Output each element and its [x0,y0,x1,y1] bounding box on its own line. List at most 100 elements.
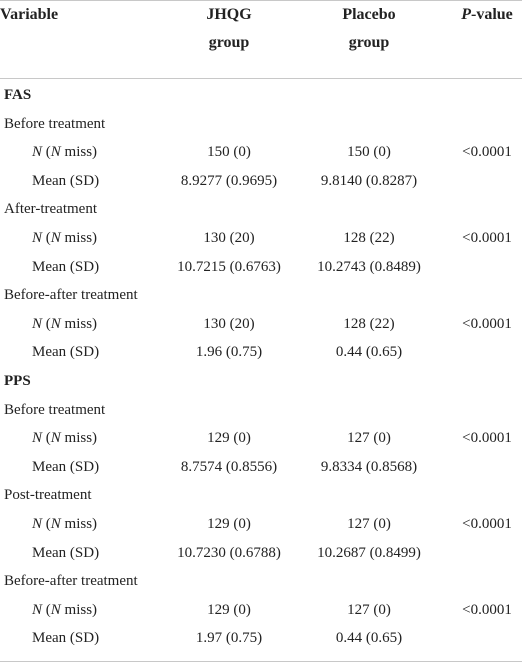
header-rule [0,78,522,79]
header-cell: group [209,34,250,52]
data-cell: 128 (22) [343,315,395,332]
data-cell: 130 (20) [203,315,255,332]
data-cell: 8.7574 (0.8556) [180,458,278,475]
text-run: Before-after treatment [4,573,138,590]
text-run: miss) [60,315,98,332]
text-run: Mean (SD) [32,258,100,275]
group-label: Before-after treatment [4,572,138,590]
text-run: miss) [60,430,98,447]
data-cell: 130 (20) [203,230,255,246]
text-run: After-treatment [4,201,97,218]
text-run: Variable [0,6,59,23]
data-cell: <0.0001 [462,516,512,532]
section-label: FAS [4,86,31,104]
data-label: Mean (SD) [32,629,99,647]
header-cell: JHQG [206,6,251,24]
data-cell: 9.8140 (0.8287) [320,172,418,189]
text-run: Mean (SD) [32,172,100,189]
header-cell: Variable [0,6,58,24]
data-label: Mean (SD) [32,544,99,562]
text-run: ( [42,601,51,618]
text-run: Mean (SD) [32,344,100,361]
data-label: N (N miss) [32,601,97,619]
text-run: Placebo [342,6,396,23]
data-cell: 129 (0) [207,601,251,618]
text-run: N [50,315,61,332]
text-run: -value [471,6,513,23]
data-cell: 150 (0) [347,144,391,161]
data-cell: 1.97 (0.75) [195,630,263,647]
data-label: Mean (SD) [32,172,99,190]
text-run: ( [42,230,51,246]
text-run: Post-treatment [4,487,92,504]
section-label: PPS [4,372,31,390]
data-cell: 127 (0) [347,430,391,447]
data-cell: 1.96 (0.75) [195,344,263,361]
data-label: N (N miss) [32,143,97,161]
text-run: ( [42,144,51,161]
data-label: N (N miss) [32,515,97,533]
text-run: N [50,144,61,161]
data-cell: 129 (0) [207,430,251,447]
text-run: Before treatment [4,401,106,418]
group-label: Before treatment [4,115,105,133]
text-run: miss) [60,516,98,532]
data-cell: 10.2687 (0.8499) [317,544,421,561]
group-label: Before treatment [4,401,105,419]
data-cell: 128 (22) [343,230,395,246]
text-run: Before-after treatment [4,287,138,304]
group-label: Before-after treatment [4,286,138,304]
header-cell: group [349,34,390,52]
header-cell: Placebo [342,6,395,24]
data-cell: 0.44 (0.65) [335,630,403,647]
text-run: Mean (SD) [32,630,100,647]
data-cell: <0.0001 [462,144,512,161]
text-run: N [50,516,61,532]
data-cell: 150 (0) [207,144,251,161]
data-cell: 10.7230 (0.6788) [177,544,281,561]
group-label: After-treatment [4,200,97,218]
data-label: N (N miss) [32,315,97,333]
data-label: N (N miss) [32,229,97,247]
data-label: Mean (SD) [32,458,99,476]
text-run: N [50,601,61,618]
data-cell: 0.44 (0.65) [335,344,403,361]
text-run: N [32,516,43,532]
data-cell: 10.7215 (0.6763) [177,258,281,275]
text-run: JHQG [206,6,252,23]
text-run: N [32,230,43,246]
text-run: miss) [60,230,98,246]
text-run: N [50,430,61,447]
data-cell: 10.2743 (0.8489) [317,258,421,275]
text-run: group [208,34,250,51]
data-cell: 127 (0) [347,516,391,532]
data-cell: <0.0001 [462,315,512,332]
text-run: N [32,144,43,161]
text-run: N [32,315,43,332]
data-cell: <0.0001 [462,230,512,246]
text-run: Before treatment [4,115,106,132]
text-run: N [32,430,43,447]
data-label: Mean (SD) [32,258,99,276]
text-run: Mean (SD) [32,544,100,561]
data-cell: <0.0001 [462,601,512,618]
data-cell: 8.9277 (0.9695) [180,172,278,189]
text-run: ( [42,430,51,447]
data-label: Mean (SD) [32,343,99,361]
text-run: group [348,34,390,51]
bottom-rule [0,661,522,662]
text-run: ( [42,315,51,332]
text-run: ( [42,516,51,532]
data-cell: <0.0001 [462,430,512,447]
text-run: N [32,601,43,618]
text-run: miss) [60,144,98,161]
text-run: N [50,230,61,246]
header-cell: P-value [461,6,513,24]
data-label: N (N miss) [32,429,97,447]
top-rule [0,0,522,1]
text-run: miss) [60,601,98,618]
data-cell: 129 (0) [207,516,251,532]
data-cell: 127 (0) [347,601,391,618]
text-run: Mean (SD) [32,458,100,475]
